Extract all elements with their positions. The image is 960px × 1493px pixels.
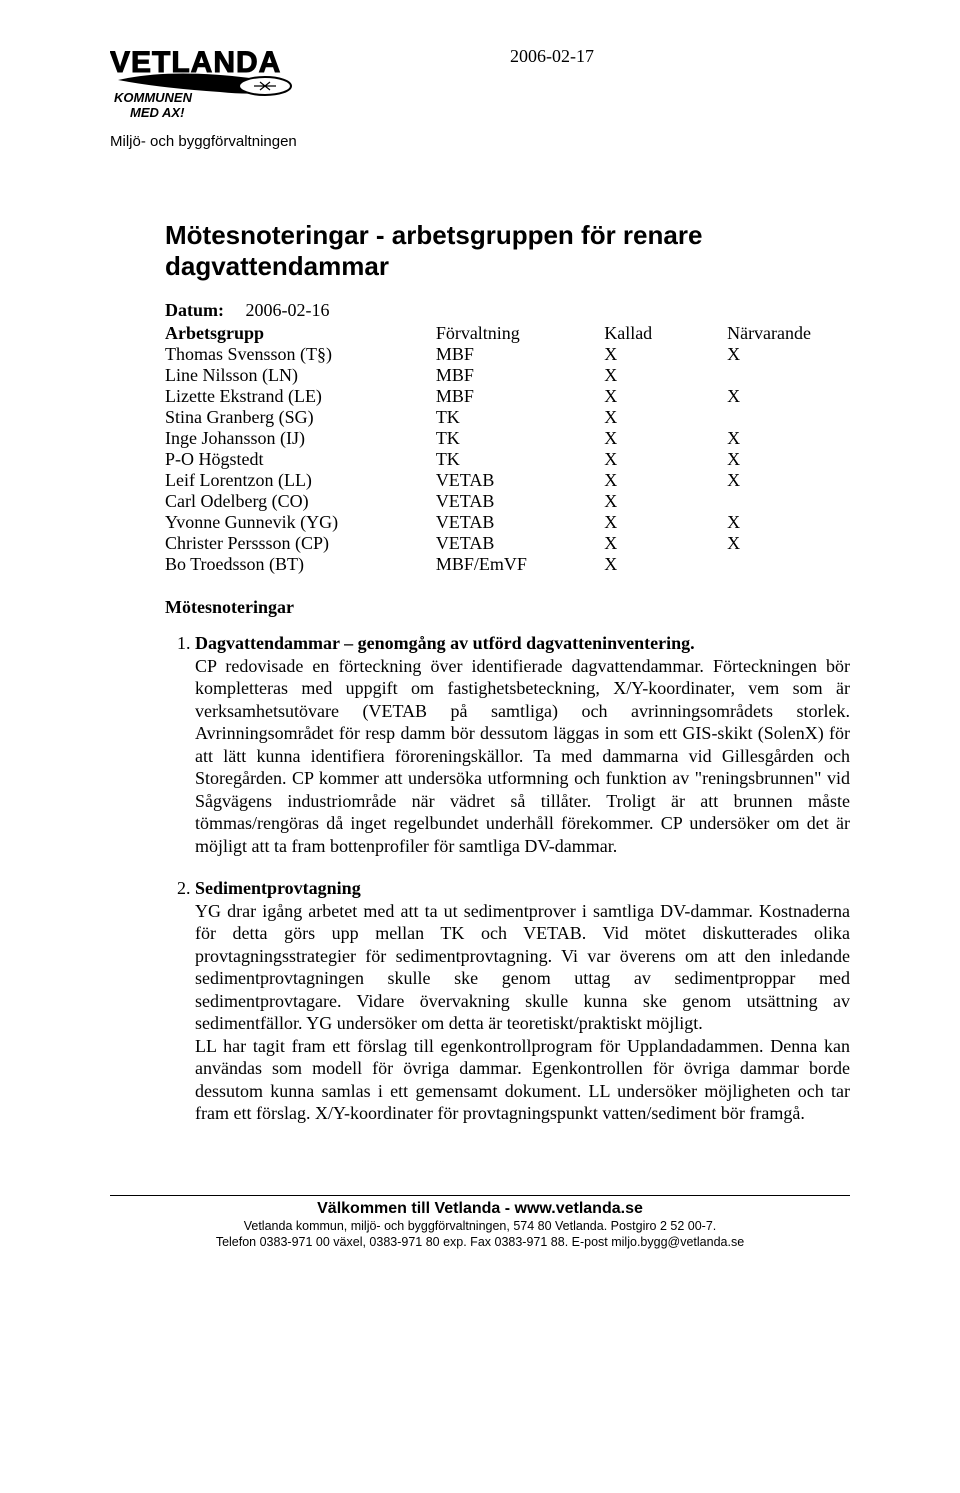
table-row: Lizette Ekstrand (LE)MBFXX — [165, 386, 850, 407]
cell-narvarande — [727, 491, 850, 512]
cell-kallad: X — [604, 365, 727, 386]
cell-name: Carl Odelberg (CO) — [165, 491, 436, 512]
svg-text:MED AX!: MED AX! — [130, 105, 185, 120]
datum-row: Datum: 2006-02-16 — [165, 300, 850, 321]
cell-name: Christer Perssson (CP) — [165, 533, 436, 554]
section-heading: Mötesnoteringar — [165, 597, 850, 618]
logo: VETLANDA KOMMUNEN MED AX! — [110, 40, 320, 125]
cell-kallad: X — [604, 470, 727, 491]
cell-kallad: X — [604, 407, 727, 428]
cell-forv: TK — [436, 428, 604, 449]
table-row: Yvonne Gunnevik (YG)VETABXX — [165, 512, 850, 533]
table-row: Thomas Svensson (T§)MBFXX — [165, 344, 850, 365]
list-item: Dagvattendammar – genomgång av utförd da… — [195, 632, 850, 857]
table-row: Carl Odelberg (CO)VETABX — [165, 491, 850, 512]
cell-kallad: X — [604, 344, 727, 365]
cell-forv: MBF — [436, 365, 604, 386]
vetlanda-logo-icon: VETLANDA KOMMUNEN MED AX! — [110, 40, 320, 120]
department-label: Miljö- och byggförvaltningen — [110, 133, 850, 150]
cell-name: Stina Granberg (SG) — [165, 407, 436, 428]
footer-line-1: Välkommen till Vetlanda - www.vetlanda.s… — [110, 1200, 850, 1218]
datum-label: Datum: — [165, 300, 241, 321]
table-row: Stina Granberg (SG)TKX — [165, 407, 850, 428]
attendance-table: Arbetsgrupp Förvaltning Kallad Närvarand… — [165, 323, 850, 575]
cell-narvarande — [727, 554, 850, 575]
page: VETLANDA KOMMUNEN MED AX! 2006-02-17 Mil… — [0, 0, 960, 1280]
cell-name: Inge Johansson (IJ) — [165, 428, 436, 449]
cell-name: Yvonne Gunnevik (YG) — [165, 512, 436, 533]
item-title: Sedimentprovtagning — [195, 878, 361, 898]
cell-kallad: X — [604, 386, 727, 407]
cell-narvarande: X — [727, 386, 850, 407]
header-row: VETLANDA KOMMUNEN MED AX! 2006-02-17 — [110, 40, 850, 125]
cell-kallad: X — [604, 428, 727, 449]
cell-forv: TK — [436, 449, 604, 470]
cell-name: P-O Högstedt — [165, 449, 436, 470]
footer-line-3: Telefon 0383-971 00 växel, 0383-971 80 e… — [110, 1234, 850, 1250]
col-forvaltning: Förvaltning — [436, 323, 604, 344]
cell-narvarande — [727, 407, 850, 428]
document-title: Mötesnoteringar - arbetsgruppen för rena… — [165, 220, 850, 282]
cell-narvarande: X — [727, 470, 850, 491]
cell-narvarande: X — [727, 449, 850, 470]
table-row: Christer Perssson (CP)VETABXX — [165, 533, 850, 554]
cell-forv: TK — [436, 407, 604, 428]
item-title: Dagvattendammar – genomgång av utförd da… — [195, 633, 695, 653]
cell-forv: MBF — [436, 386, 604, 407]
cell-name: Lizette Ekstrand (LE) — [165, 386, 436, 407]
cell-kallad: X — [604, 491, 727, 512]
cell-narvarande: X — [727, 512, 850, 533]
document-date: 2006-02-17 — [510, 46, 594, 67]
table-row: P-O HögstedtTKXX — [165, 449, 850, 470]
footer: Välkommen till Vetlanda - www.vetlanda.s… — [110, 1195, 850, 1251]
cell-kallad: X — [604, 449, 727, 470]
col-narvarande: Närvarande — [727, 323, 850, 344]
datum-value: 2006-02-16 — [246, 300, 330, 320]
cell-narvarande — [727, 365, 850, 386]
table-row: Line Nilsson (LN)MBFX — [165, 365, 850, 386]
cell-forv: MBF/EmVF — [436, 554, 604, 575]
footer-line-2: Vetlanda kommun, miljö- och byggförvaltn… — [110, 1218, 850, 1234]
cell-kallad: X — [604, 512, 727, 533]
cell-kallad: X — [604, 554, 727, 575]
table-row: Inge Johansson (IJ)TKXX — [165, 428, 850, 449]
cell-kallad: X — [604, 533, 727, 554]
item-body: CP redovisade en förteckning över identi… — [195, 656, 850, 856]
cell-forv: VETAB — [436, 470, 604, 491]
cell-name: Bo Troedsson (BT) — [165, 554, 436, 575]
list-item: Sedimentprovtagning YG drar igång arbetet… — [195, 877, 850, 1125]
notes-list: Dagvattendammar – genomgång av utförd da… — [165, 632, 850, 1125]
table-row: Bo Troedsson (BT)MBF/EmVFX — [165, 554, 850, 575]
table-row: Leif Lorentzon (LL)VETABXX — [165, 470, 850, 491]
cell-name: Leif Lorentzon (LL) — [165, 470, 436, 491]
item-body: YG drar igång arbetet med att ta ut sedi… — [195, 901, 850, 1124]
col-arbetsgrupp: Arbetsgrupp — [165, 323, 264, 344]
cell-narvarande: X — [727, 533, 850, 554]
cell-forv: VETAB — [436, 491, 604, 512]
content-block: Mötesnoteringar - arbetsgruppen för rena… — [165, 220, 850, 1125]
cell-forv: VETAB — [436, 512, 604, 533]
col-kallad: Kallad — [604, 323, 727, 344]
cell-narvarande: X — [727, 428, 850, 449]
cell-forv: MBF — [436, 344, 604, 365]
cell-name: Thomas Svensson (T§) — [165, 344, 436, 365]
cell-narvarande: X — [727, 344, 850, 365]
table-header-row: Arbetsgrupp Förvaltning Kallad Närvarand… — [165, 323, 850, 344]
cell-name: Line Nilsson (LN) — [165, 365, 436, 386]
svg-text:KOMMUNEN: KOMMUNEN — [114, 90, 193, 105]
cell-forv: VETAB — [436, 533, 604, 554]
